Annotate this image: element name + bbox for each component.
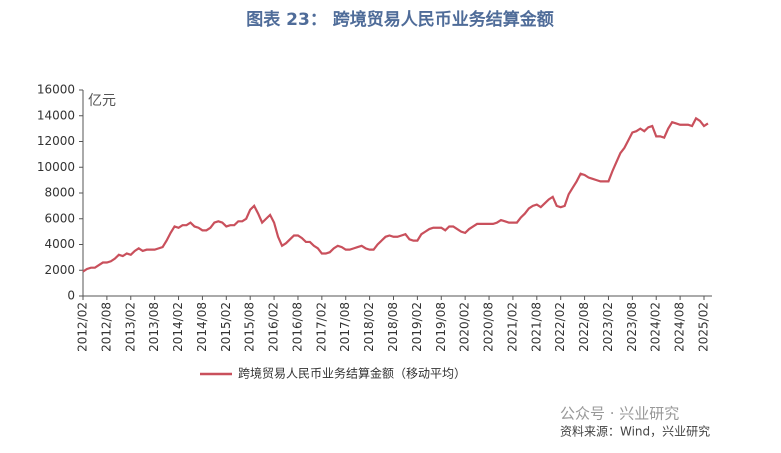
x-tick-label: 2019/08 xyxy=(434,302,448,352)
source: 资料来源：Wind，兴业研究 xyxy=(560,424,710,439)
x-tick-label: 2012/08 xyxy=(99,302,113,352)
x-tick-label: 2015/08 xyxy=(243,302,257,352)
y-tick-label: 14000 xyxy=(37,108,75,122)
x-tick-label: 2022/02 xyxy=(553,302,567,352)
x-tick-label: 2023/02 xyxy=(601,302,615,352)
x-tick-label: 2015/02 xyxy=(219,302,233,352)
y-tick-label: 8000 xyxy=(44,186,75,200)
x-tick-label: 2022/08 xyxy=(577,302,591,352)
x-tick-label: 2025/02 xyxy=(697,302,711,352)
watermark: 公众号 · 兴业研究 xyxy=(560,405,679,423)
y-tick-label: 12000 xyxy=(37,134,75,148)
data-line xyxy=(82,116,709,273)
y-tick-label: 2000 xyxy=(44,263,75,277)
x-tick-label: 2012/02 xyxy=(76,302,90,352)
x-tick-label: 2020/08 xyxy=(482,302,496,352)
x-tick-label: 2024/08 xyxy=(673,302,687,352)
x-tick-label: 2013/08 xyxy=(147,302,161,352)
x-tick-label: 2019/02 xyxy=(410,302,424,352)
x-tick-label: 2024/02 xyxy=(649,302,663,352)
x-tick-label: 2016/02 xyxy=(267,302,281,352)
x-tick-label: 2014/08 xyxy=(195,302,209,352)
x-tick-label: 2018/08 xyxy=(386,302,400,352)
y-tick-label: 0 xyxy=(67,289,75,303)
x-tick-label: 2017/02 xyxy=(314,302,328,352)
y-unit: 亿元 xyxy=(88,93,116,109)
x-tick-label: 2021/08 xyxy=(529,302,543,352)
x-tick-label: 2017/08 xyxy=(338,302,352,352)
x-tick-label: 2023/08 xyxy=(625,302,639,352)
y-tick-label: 10000 xyxy=(37,160,75,174)
x-tick-label: 2014/02 xyxy=(171,302,185,352)
x-tick-label: 2016/08 xyxy=(290,302,304,352)
x-tick-label: 2021/02 xyxy=(505,302,519,352)
y-tick-label: 6000 xyxy=(44,211,75,225)
y-tick-label: 16000 xyxy=(37,83,75,97)
x-tick-label: 2013/02 xyxy=(123,302,137,352)
x-tick-label: 2018/02 xyxy=(362,302,376,352)
x-tick-label: 2020/02 xyxy=(458,302,472,352)
chart-title: 图表 23： 跨境贸易人民币业务结算金额 xyxy=(246,9,554,30)
y-tick-label: 4000 xyxy=(44,237,75,251)
legend-label: 跨境贸易人民币业务结算金额（移动平均） xyxy=(238,366,466,381)
